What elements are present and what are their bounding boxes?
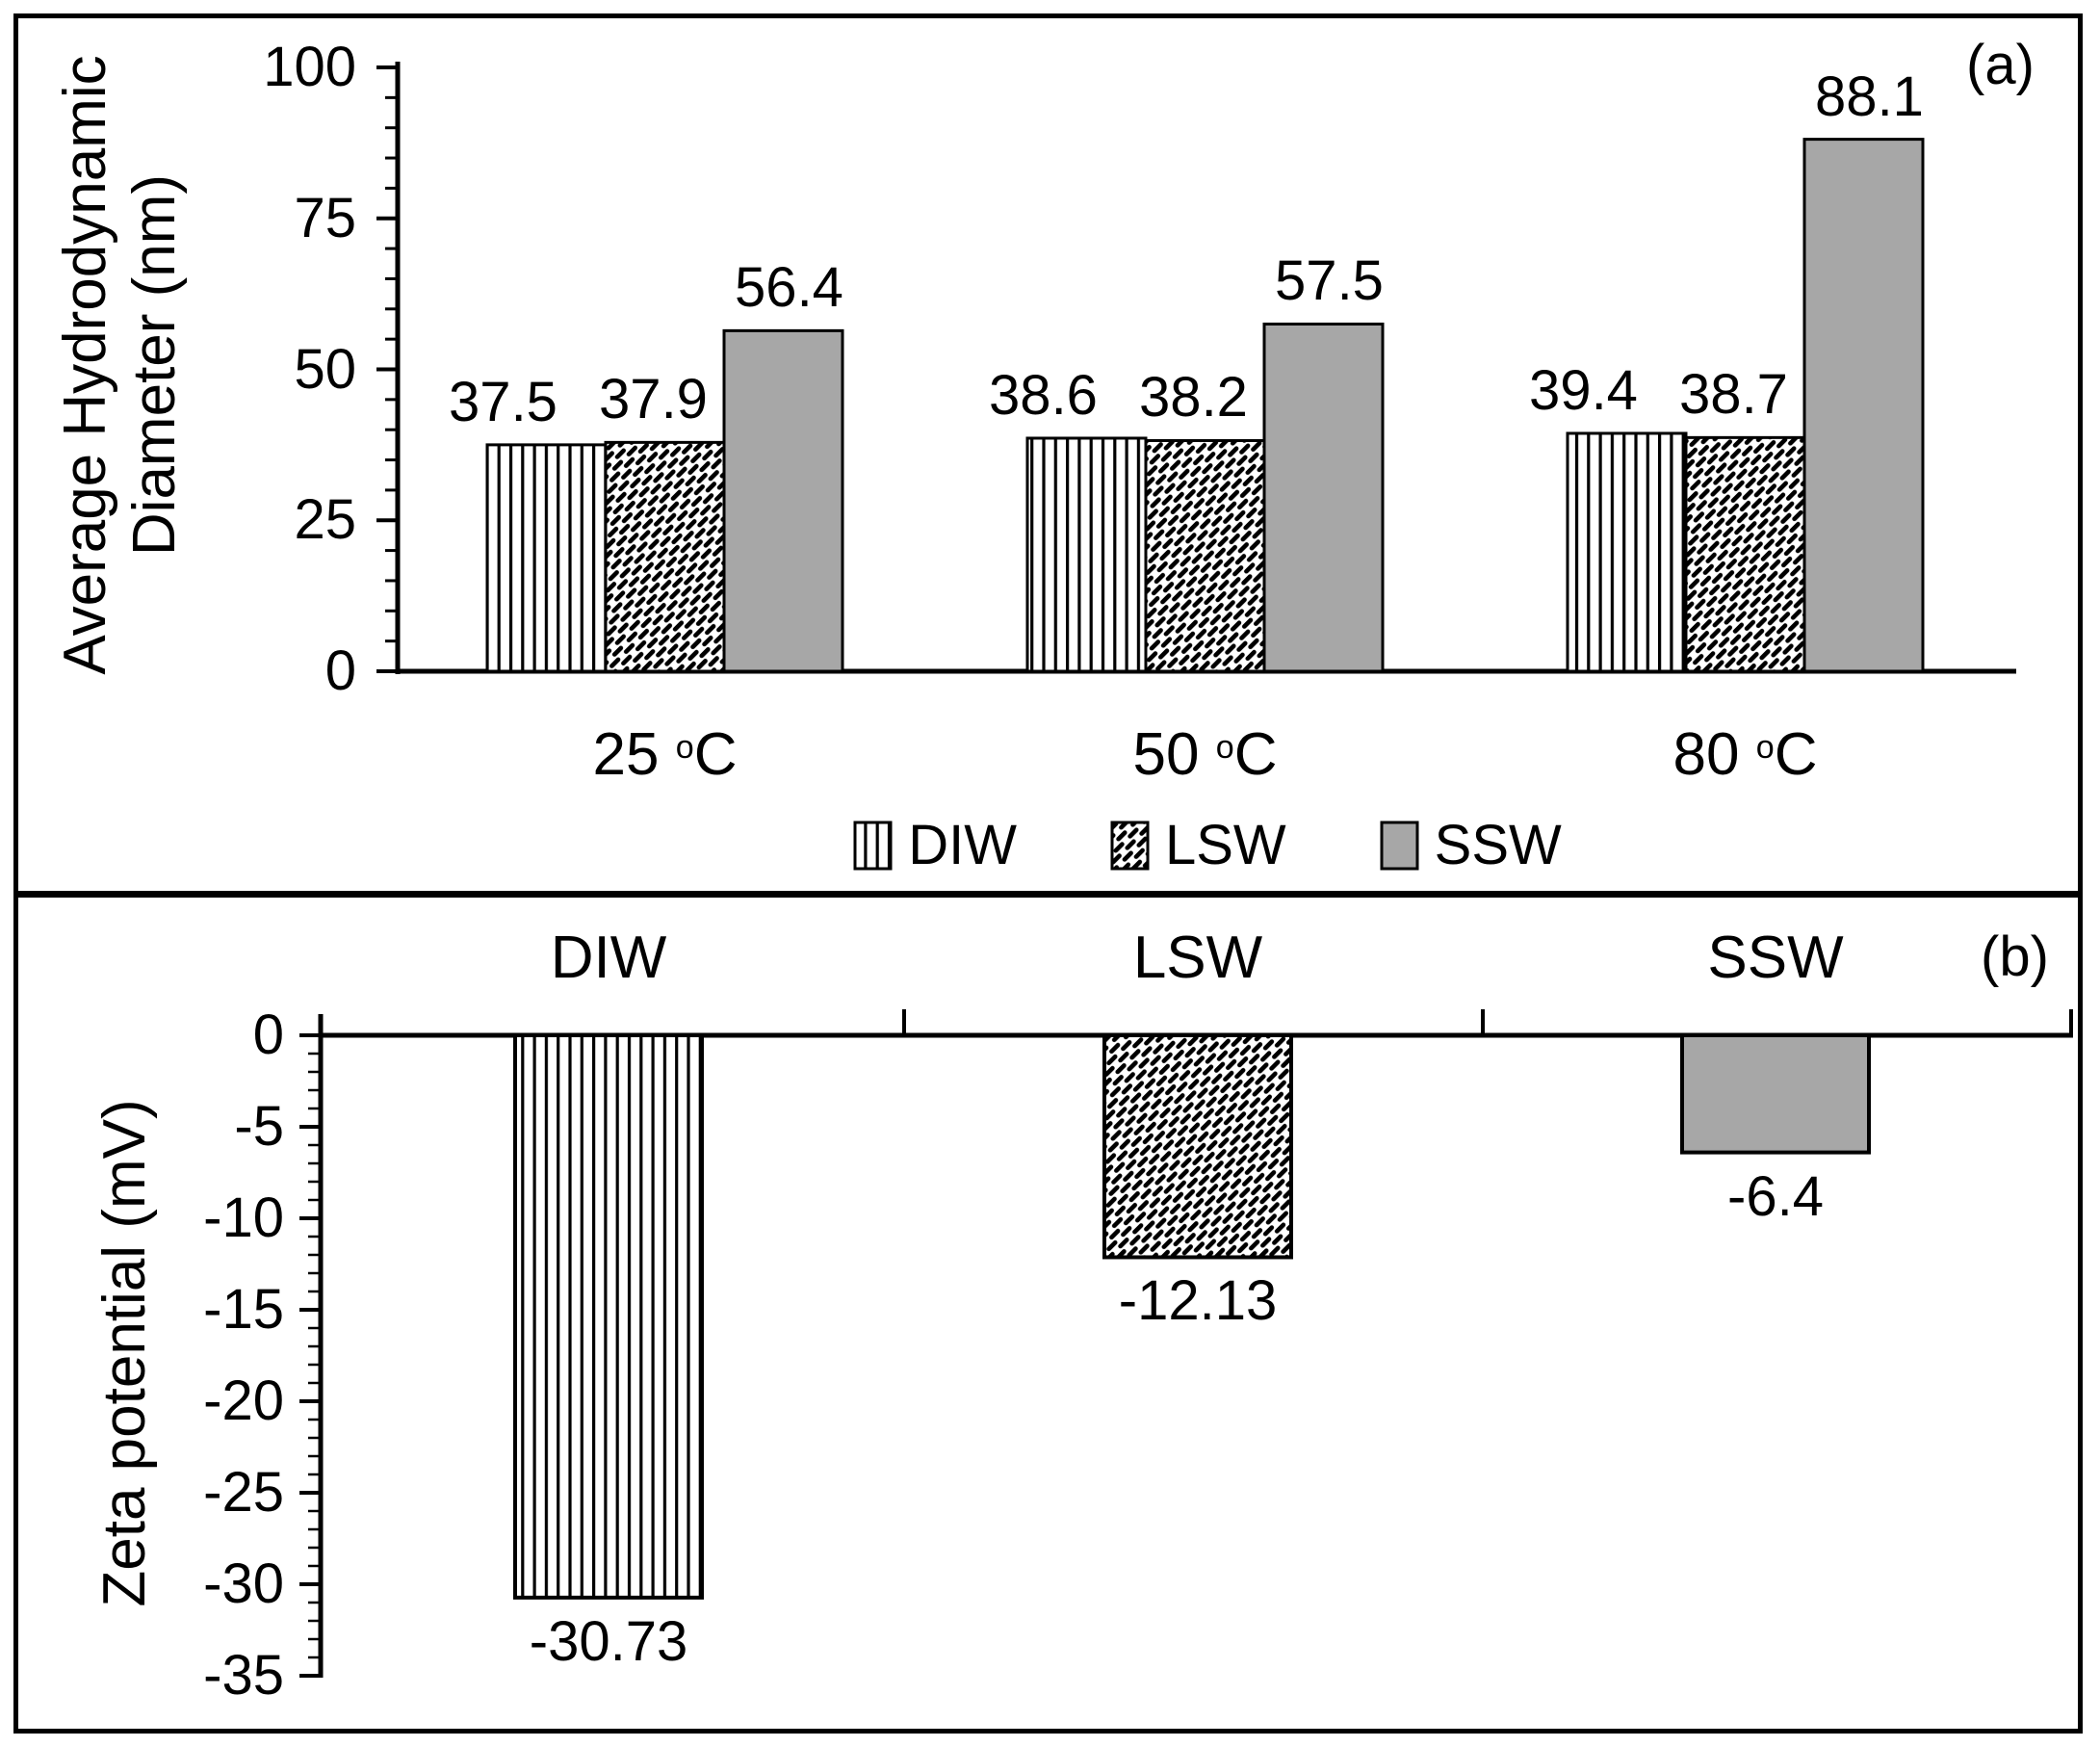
panel-a-y-tick-label: 0: [324, 639, 356, 702]
legend: DIW LSW SSW: [398, 815, 2016, 876]
panel-a-y-tick-label: 25: [294, 488, 356, 552]
panel-b-y-tick-label: -30: [203, 1552, 284, 1615]
panel-a-y-tick-label: 100: [263, 36, 356, 98]
bar-zeta-lsw: [1102, 1033, 1293, 1260]
panel-b-y-tick-label: -25: [203, 1461, 284, 1524]
panel-b-category-label-lsw: LSW: [1132, 925, 1263, 991]
panel-b-y-tick-label: -35: [203, 1644, 284, 1707]
legend-swatch-solid-gray: [1380, 821, 1419, 871]
panel-a-category-label: 50 oC: [1132, 721, 1278, 789]
legend-label: LSW: [1164, 814, 1286, 876]
panel-b-category-label-diw: DIW: [550, 925, 667, 991]
bar-ssw-50c: [1262, 322, 1385, 673]
bar-diw-50c: [1025, 436, 1148, 673]
panel-a-y-tick-label: 50: [294, 337, 356, 401]
legend-item-diw: DIW: [852, 815, 1017, 876]
legend-swatch-diagonal-brick: [1110, 821, 1150, 871]
degree-mark: o: [1755, 729, 1775, 766]
panel-a-y-axis-title-line2: Diameter (nm): [121, 173, 188, 557]
legend-label: DIW: [908, 814, 1017, 876]
bar-value-label-lsw: 37.9: [599, 368, 708, 431]
bar-ssw-25c: [722, 328, 844, 673]
bar-ssw-80c: [1802, 138, 1925, 673]
panel-b-y-tick-label: -15: [203, 1278, 284, 1341]
panel-a-category-label: 25 oC: [592, 721, 738, 789]
degree-mark: o: [1215, 729, 1234, 766]
bar-value-label-ssw: 88.1: [1815, 65, 1924, 128]
panel-a-y-axis-title-line1: Average Hydrodynamic: [52, 55, 118, 675]
panel-b-y-tick-label: -20: [203, 1369, 284, 1432]
bar-value-label-lsw: -12.13: [1118, 1269, 1278, 1333]
bar-lsw-25c: [604, 440, 726, 673]
bar-value-label-diw: 37.5: [449, 370, 557, 433]
panel-a-y-tick-label: 75: [294, 186, 356, 249]
panel-b-category-label-ssw: SSW: [1707, 925, 1844, 991]
panel-b-y-tick-label: -10: [203, 1186, 284, 1249]
legend-item-lsw: LSW: [1109, 815, 1286, 876]
legend-swatch-vertical-stripes: [853, 821, 893, 871]
legend-label: SSW: [1434, 814, 1562, 876]
bar-diw-25c: [485, 443, 608, 673]
bar-value-label-ssw: 57.5: [1275, 249, 1384, 313]
panel-b-y-tick-label: -5: [234, 1095, 284, 1158]
bar-zeta-diw: [513, 1033, 704, 1600]
bar-value-label-diw: -30.73: [529, 1609, 688, 1673]
legend-item-ssw: SSW: [1379, 815, 1562, 876]
bar-value-label-lsw: 38.7: [1679, 363, 1788, 427]
panel-b-y-tick-label: 0: [252, 1004, 284, 1066]
bar-value-label-diw: 39.4: [1529, 358, 1638, 422]
outer-frame: [13, 13, 2083, 1734]
panel-a-category-label: 80 oC: [1672, 721, 1818, 789]
panel-a-tag: (a): [1966, 34, 2035, 96]
bar-zeta-ssw: [1680, 1033, 1871, 1155]
panel-b-tag: (b): [1981, 926, 2049, 988]
panel-divider: [13, 891, 2083, 898]
panel-b-y-axis-title: Zeta potential (mV): [91, 1099, 158, 1607]
bar-value-label-ssw: 56.4: [735, 256, 843, 320]
bar-diw-80c: [1566, 431, 1688, 673]
bar-lsw-80c: [1684, 435, 1806, 673]
bar-value-label-ssw: -6.4: [1727, 1164, 1824, 1228]
bar-value-label-lsw: 38.2: [1139, 366, 1248, 430]
bar-lsw-50c: [1144, 438, 1266, 673]
panel-a-y-axis-title: Average Hydrodynamic Diameter (nm): [51, 47, 190, 683]
degree-mark: o: [675, 729, 694, 766]
bar-value-label-diw: 38.6: [989, 363, 1098, 427]
